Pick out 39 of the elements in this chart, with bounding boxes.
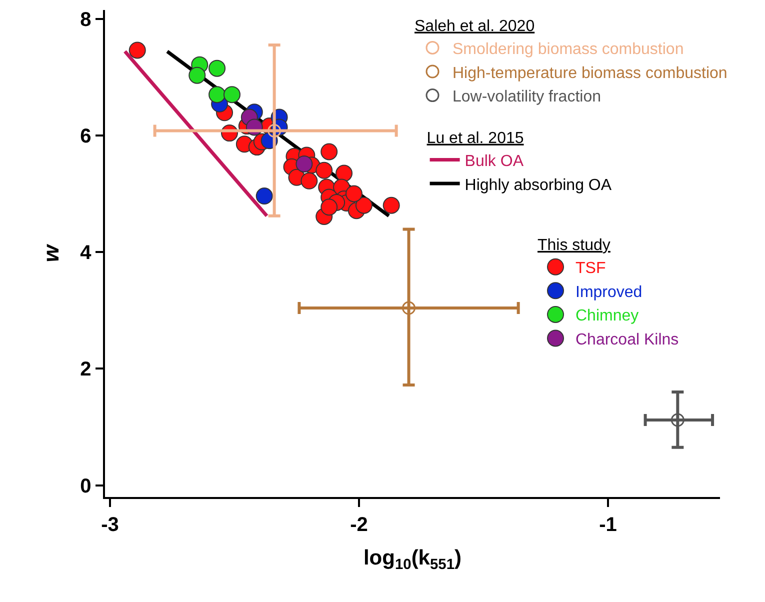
legend-label: Low-volatility fraction	[452, 88, 601, 106]
y-axis-title: w	[38, 243, 64, 262]
point	[256, 188, 273, 205]
point	[345, 185, 362, 202]
point	[402, 301, 416, 315]
point	[316, 162, 333, 179]
x-tick-label: -3	[101, 514, 119, 536]
legend-label: Highly absorbing OA	[464, 176, 612, 194]
point	[208, 86, 226, 104]
y-tick-label: 0	[80, 475, 92, 498]
legend-label: Bulk OA	[464, 152, 524, 170]
y-tick-label: 4	[80, 242, 92, 264]
y-tick-label: 6	[80, 125, 92, 148]
point	[223, 86, 240, 104]
x-tick-label: -1	[599, 514, 617, 536]
annotation: Lu et al. 2015	[426, 130, 524, 147]
annotation: This study	[538, 236, 610, 254]
legend-label: Smoldering biomass combustion	[452, 40, 684, 58]
legend-label: Improved	[576, 284, 642, 301]
point	[355, 196, 372, 214]
legend-label: Charcoal Kilns	[576, 331, 679, 348]
x-axis-title: log$_{10}$(k$_{551}$)	[363, 546, 462, 573]
point	[382, 196, 400, 214]
legend-label: High-temperature biomass combustion	[452, 64, 728, 82]
y-tick-label: 8	[80, 8, 92, 31]
point	[188, 66, 206, 84]
annotation: Saleh et al. 2020	[414, 18, 535, 35]
point	[336, 164, 353, 182]
point	[320, 143, 338, 160]
point	[320, 198, 338, 216]
legend-label: Chimney	[576, 308, 639, 325]
point	[296, 155, 313, 172]
y-tick-label: 2	[80, 358, 92, 381]
point	[128, 42, 146, 59]
legend-label: TSF	[576, 260, 606, 278]
point	[670, 413, 684, 427]
x-tick-label: -2	[350, 514, 368, 536]
point	[300, 172, 318, 190]
point	[208, 60, 226, 77]
